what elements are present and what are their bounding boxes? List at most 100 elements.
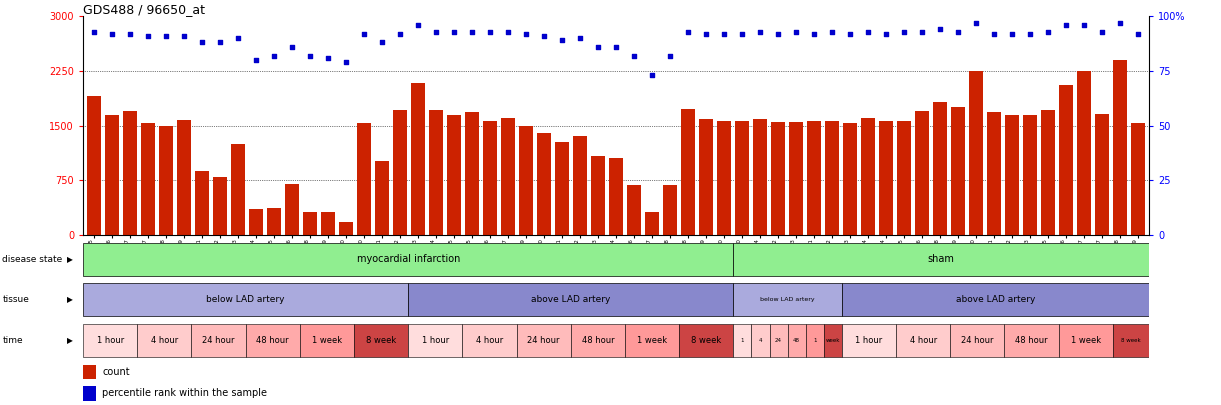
Point xyxy=(1074,22,1094,28)
Bar xyxy=(321,211,335,235)
Point xyxy=(552,37,571,43)
Bar xyxy=(393,109,407,235)
Bar xyxy=(430,109,443,235)
Text: 24: 24 xyxy=(775,338,783,343)
Text: 4 hour: 4 hour xyxy=(150,336,178,345)
Text: ▶: ▶ xyxy=(67,255,72,264)
Bar xyxy=(87,96,100,235)
FancyBboxPatch shape xyxy=(679,324,734,357)
Point xyxy=(661,52,680,59)
Bar xyxy=(825,121,839,235)
FancyBboxPatch shape xyxy=(824,324,841,357)
Point xyxy=(336,59,355,65)
Bar xyxy=(105,115,118,235)
Bar xyxy=(556,142,569,235)
Point xyxy=(930,26,950,32)
Bar xyxy=(1114,60,1127,235)
Text: week: week xyxy=(825,338,840,343)
Point xyxy=(624,52,643,59)
Bar xyxy=(1060,85,1073,235)
Point xyxy=(156,33,176,39)
Bar xyxy=(573,136,587,235)
Point xyxy=(678,28,697,35)
Text: 48: 48 xyxy=(794,338,800,343)
FancyBboxPatch shape xyxy=(516,324,571,357)
Point xyxy=(463,28,482,35)
Bar xyxy=(339,222,353,235)
Point xyxy=(247,57,266,63)
Point xyxy=(426,28,446,35)
Bar xyxy=(753,119,767,235)
Point xyxy=(840,30,860,37)
Point xyxy=(228,35,248,41)
Text: 1 hour: 1 hour xyxy=(855,336,883,345)
FancyBboxPatch shape xyxy=(137,324,192,357)
Text: 24 hour: 24 hour xyxy=(203,336,234,345)
FancyBboxPatch shape xyxy=(841,284,1149,316)
Bar xyxy=(933,102,946,235)
Point xyxy=(138,33,158,39)
Point xyxy=(696,30,716,37)
Bar xyxy=(861,118,874,235)
Bar xyxy=(844,123,857,235)
Bar xyxy=(1005,115,1018,235)
Point xyxy=(786,28,806,35)
Point xyxy=(589,44,608,50)
Point xyxy=(103,30,122,37)
FancyBboxPatch shape xyxy=(571,324,625,357)
Point xyxy=(966,19,985,26)
Bar xyxy=(789,122,802,235)
Text: ▶: ▶ xyxy=(67,336,72,345)
Text: GDS488 / 96650_at: GDS488 / 96650_at xyxy=(83,3,205,16)
Text: 1 hour: 1 hour xyxy=(421,336,449,345)
Point xyxy=(210,39,230,46)
Text: 1: 1 xyxy=(741,338,745,343)
Bar xyxy=(537,133,551,235)
Text: 8 week: 8 week xyxy=(366,336,397,345)
FancyBboxPatch shape xyxy=(83,324,137,357)
Point xyxy=(535,33,554,39)
Bar xyxy=(717,121,731,235)
Point xyxy=(498,28,518,35)
Bar xyxy=(159,126,172,235)
Point xyxy=(319,55,338,61)
Point xyxy=(805,30,824,37)
Bar xyxy=(951,107,965,235)
Text: 4: 4 xyxy=(758,338,762,343)
Bar xyxy=(969,71,983,235)
Bar xyxy=(609,158,623,235)
Bar xyxy=(214,177,227,235)
Bar xyxy=(591,156,604,235)
Bar xyxy=(447,115,460,235)
Point xyxy=(1038,28,1057,35)
Point xyxy=(642,72,662,79)
Point xyxy=(606,44,625,50)
Bar xyxy=(772,122,785,235)
Text: 1: 1 xyxy=(813,338,817,343)
Text: below LAD artery: below LAD artery xyxy=(761,297,814,302)
Bar xyxy=(1132,123,1145,235)
Point xyxy=(408,22,427,28)
Point xyxy=(949,28,968,35)
Point xyxy=(444,28,464,35)
Bar xyxy=(484,121,497,235)
Point xyxy=(354,30,374,37)
Point xyxy=(372,39,392,46)
Bar xyxy=(303,211,316,235)
Bar xyxy=(700,119,713,235)
FancyBboxPatch shape xyxy=(625,324,679,357)
FancyBboxPatch shape xyxy=(192,324,245,357)
FancyBboxPatch shape xyxy=(300,324,354,357)
FancyBboxPatch shape xyxy=(354,324,408,357)
FancyBboxPatch shape xyxy=(83,243,734,275)
Text: percentile rank within the sample: percentile rank within the sample xyxy=(103,388,267,399)
Bar xyxy=(195,171,209,235)
Point xyxy=(175,33,194,39)
Text: ▶: ▶ xyxy=(67,295,72,304)
Point xyxy=(877,30,896,37)
Point xyxy=(768,30,788,37)
Point xyxy=(120,30,139,37)
Text: 24 hour: 24 hour xyxy=(527,336,560,345)
Point xyxy=(300,52,320,59)
FancyBboxPatch shape xyxy=(788,324,806,357)
